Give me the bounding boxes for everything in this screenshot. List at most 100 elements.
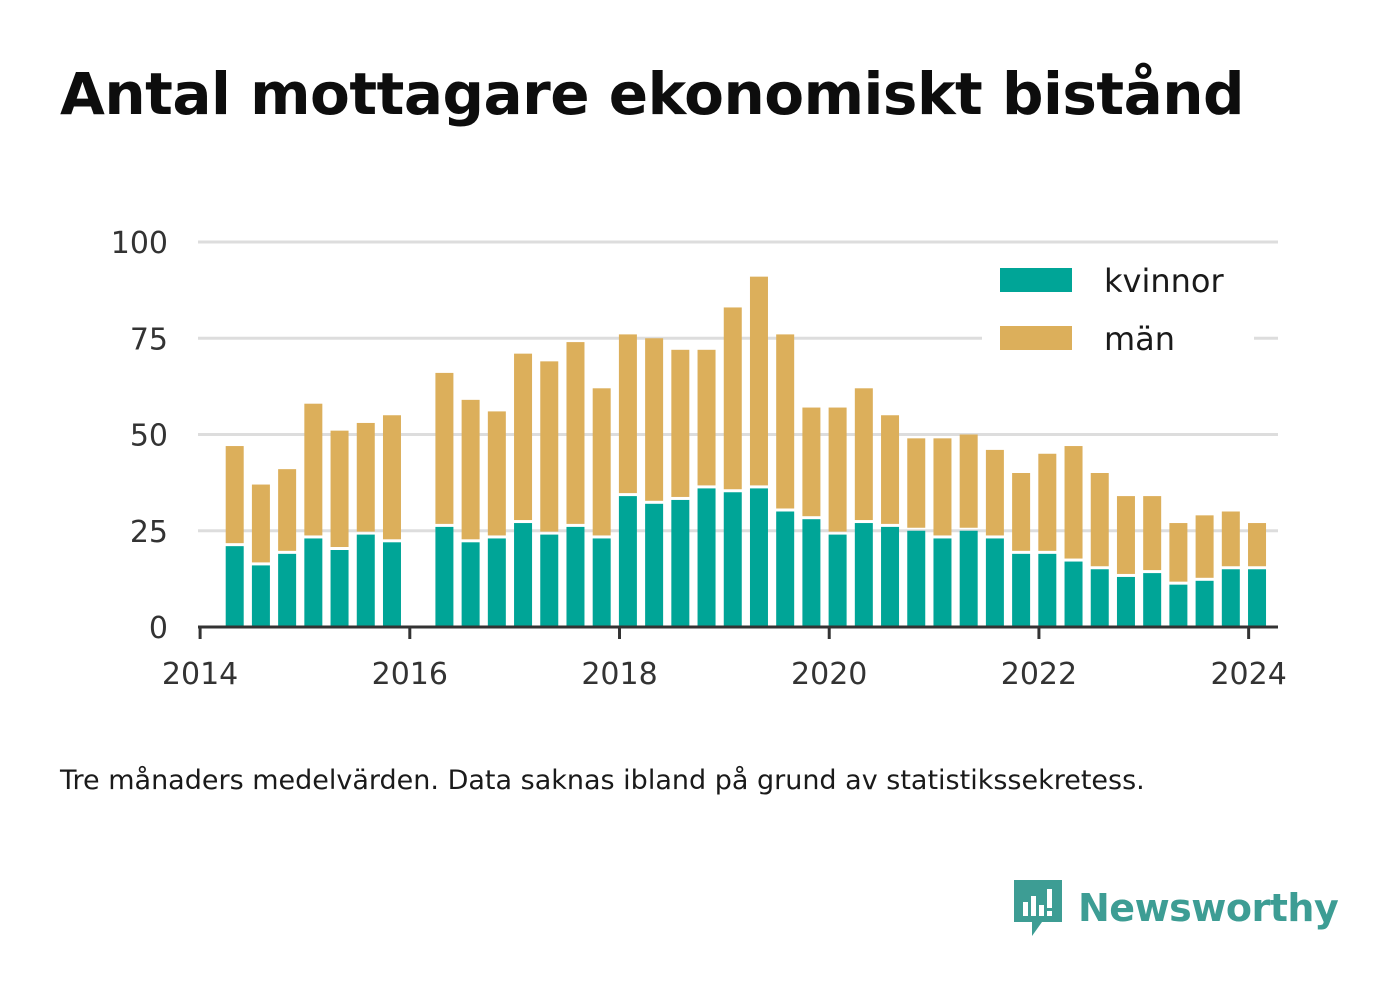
bar-man [514,353,533,521]
bar-man [1064,446,1083,559]
bar-man [1248,523,1267,567]
bar-kvinnor [1116,576,1135,627]
bar-man [1195,515,1214,578]
bar-kvinnor [1143,573,1162,627]
bar-man [671,349,690,497]
bar-man [304,403,323,536]
x-tick-label: 2014 [162,657,238,692]
bar-kvinnor [828,534,847,627]
bar-man [645,338,664,501]
y-tick-label: 25 [130,515,168,550]
bar-kvinnor [461,542,480,627]
bar-kvinnor [487,538,506,627]
bar-kvinnor [1090,569,1109,627]
bar-kvinnor [435,526,454,627]
bar-man [985,449,1004,536]
bar-man [1012,473,1031,551]
bar-kvinnor [723,492,742,627]
legend-swatch [1000,326,1072,350]
bars [225,276,1267,627]
bar-kvinnor [881,526,900,627]
bar-kvinnor [802,519,821,627]
bar-man [330,430,349,547]
bar-kvinnor [671,499,690,627]
bar-kvinnor [356,534,375,627]
bar-kvinnor [645,503,664,627]
bar-kvinnor [749,488,768,627]
bar-kvinnor [330,550,349,627]
bar-man [828,407,847,532]
bar-man [592,388,611,536]
bar-man [1169,523,1188,582]
y-tick-label: 0 [149,611,168,646]
bar-man [618,334,637,494]
legend: kvinnor män [982,258,1254,362]
legend-label: kvinnor [1104,262,1225,300]
legend-label: män [1104,320,1175,358]
bar-kvinnor [776,511,795,627]
bar-kvinnor [225,546,244,627]
bar-kvinnor [959,530,978,627]
y-tick-label: 75 [130,322,168,357]
bar-man [1143,496,1162,571]
bar-kvinnor [697,488,716,627]
bar-man [1116,496,1135,574]
bar-kvinnor [1064,561,1083,627]
bar-kvinnor [854,523,873,627]
brand-logo: Newsworthy [1010,878,1339,938]
bar-kvinnor [1195,580,1214,627]
x-tick-label: 2020 [791,657,867,692]
bar-man [1221,511,1240,567]
x-tick-label: 2016 [372,657,448,692]
bar-kvinnor [1012,553,1031,627]
bar-man [881,415,900,524]
bar-kvinnor [618,496,637,627]
bar-kvinnor [251,565,270,627]
bar-man [356,422,375,532]
bar-kvinnor [1221,569,1240,627]
bar-man [854,388,873,521]
bar-kvinnor [540,534,559,627]
bar-man [697,349,716,486]
legend-swatch [1000,268,1072,292]
bar-man [907,438,926,528]
bar-kvinnor [907,530,926,627]
bar-kvinnor [1169,584,1188,627]
x-tick-label: 2018 [581,657,657,692]
bar-man [1090,473,1109,567]
bar-kvinnor [304,538,323,627]
bar-man [802,407,821,517]
bar-kvinnor [514,523,533,627]
bar-kvinnor [566,526,585,627]
bar-kvinnor [1248,569,1267,627]
axes: 0 25 50 75 100 2014 2016 2018 2020 2022 2024 [111,226,1287,692]
bar-kvinnor [382,542,401,627]
bar-kvinnor [985,538,1004,627]
y-tick-label: 50 [130,419,168,454]
newsworthy-logo-icon [1014,880,1062,936]
bar-man [435,372,454,524]
chart-caption: Tre månaders medelvärden. Data saknas ib… [60,765,1145,796]
bar-man [461,399,480,540]
bar-man [723,307,742,490]
bar-kvinnor [1038,553,1057,627]
x-tick-label: 2022 [1001,657,1077,692]
bar-man [776,334,795,509]
bar-man [1038,453,1057,551]
bar-kvinnor [933,538,952,627]
chart-title: Antal mottagare ekonomiskt bistånd [60,60,1245,128]
bar-kvinnor [278,553,297,627]
bar-man [933,438,952,536]
bar-man [749,276,768,486]
bar-kvinnor [592,538,611,627]
bar-man [382,415,401,540]
bar-man [278,469,297,551]
bar-man [566,342,585,524]
bar-man [225,446,244,544]
x-tick-label: 2024 [1210,657,1286,692]
brand-name: Newsworthy [1078,886,1339,930]
bar-man [959,434,978,528]
bar-man [487,411,506,536]
bar-man [251,484,270,563]
